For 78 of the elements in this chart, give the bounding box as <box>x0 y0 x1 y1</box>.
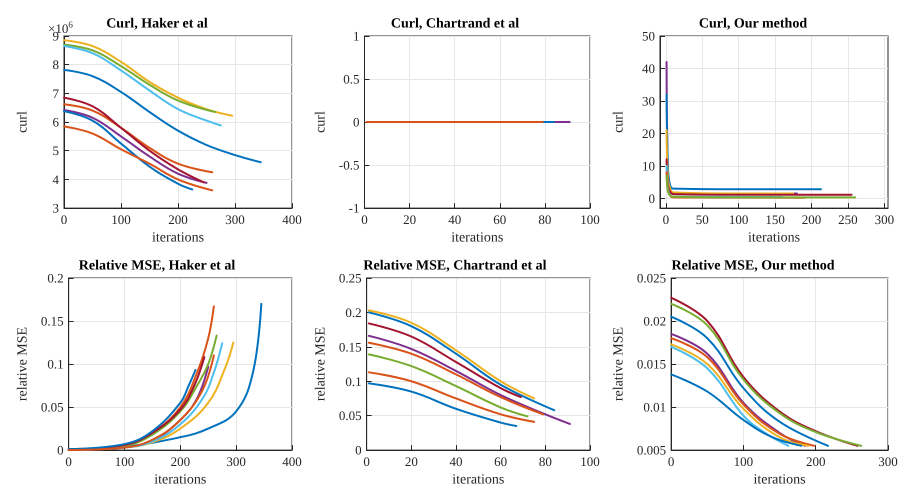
y-axis-title: relative MSE <box>16 326 30 402</box>
chart-title: Relative MSE, Our method <box>671 258 835 274</box>
y-tick-label: 0 <box>57 442 64 458</box>
x-tick-label: 50 <box>696 212 709 228</box>
y-tick-label: 0.01 <box>643 400 666 415</box>
y-tick-label: 4 <box>52 172 60 187</box>
y-tick-label: 0.015 <box>636 356 666 372</box>
x-axis-title: iterations <box>154 472 206 488</box>
x-tick-label: 300 <box>874 212 894 228</box>
y-tick-label: 1 <box>352 28 360 44</box>
x-axis-title: iterations <box>451 230 504 246</box>
chart-title: Curl, Chartrand et al <box>390 16 520 32</box>
x-tick-label: 100 <box>580 454 600 470</box>
x-tick-label: 40 <box>449 454 462 470</box>
y-tick-label: 0.025 <box>636 270 666 286</box>
x-tick-label: 200 <box>802 212 822 228</box>
y-axis-title: curl <box>16 111 30 133</box>
x-tick-label: 20 <box>404 454 418 470</box>
x-tick-label: 400 <box>282 454 302 470</box>
y-axis-title: curl <box>612 111 626 133</box>
x-tick-label: 100 <box>111 212 131 228</box>
y-tick-label: 0.2 <box>345 304 362 320</box>
chart-title: Relative MSE, Haker et al <box>78 258 236 274</box>
x-tick-label: 60 <box>493 212 506 228</box>
x-tick-label: 60 <box>494 454 508 470</box>
x-tick-label: 300 <box>225 212 245 228</box>
x-tick-label: 200 <box>806 454 826 470</box>
y-tick-label: 10 <box>642 158 655 174</box>
y-tick-label: 5 <box>52 143 59 158</box>
x-tick-label: 100 <box>728 212 748 228</box>
x-tick-label: 100 <box>734 454 754 470</box>
y-tick-label: 7 <box>52 86 60 101</box>
y-tick-label: 0.1 <box>345 374 362 389</box>
y-tick-label: 30 <box>642 93 655 108</box>
x-tick-label: 250 <box>838 212 858 228</box>
y-tick-label: 8 <box>52 57 59 72</box>
y-tick-label: 0.05 <box>338 408 362 424</box>
y-axis-title: relative MSE <box>314 326 328 402</box>
y-tick-label: 0 <box>352 114 360 130</box>
x-tick-label: 300 <box>878 454 898 470</box>
x-tick-label: 80 <box>538 212 552 228</box>
x-tick-label: 100 <box>580 212 600 228</box>
x-tick-label: 100 <box>114 454 134 470</box>
chart-title: Curl, Haker et al <box>106 16 208 32</box>
y-tick-label: 0.2 <box>47 270 64 286</box>
x-axis-title: iterations <box>754 472 806 488</box>
y-tick-label: 3 <box>52 200 59 216</box>
x-axis-title: iterations <box>152 230 204 246</box>
y-tick-label: 0 <box>355 442 362 458</box>
y-axis-title: curl <box>314 111 328 133</box>
y-tick-label: 0.1 <box>47 356 64 372</box>
y-axis-title: relative MSE <box>612 326 626 402</box>
y-tick-label: 40 <box>642 60 655 76</box>
y-tick-label: -0.5 <box>338 158 360 173</box>
chart-title: Relative MSE, Chartrand et al <box>363 258 547 274</box>
y-tick-label: 0 <box>648 190 655 206</box>
x-tick-label: 40 <box>448 212 462 228</box>
y-tick-label: 0.02 <box>643 314 666 329</box>
y-tick-label: 6 <box>52 114 60 130</box>
x-tick-label: 150 <box>765 212 785 228</box>
y-tick-label: 0.5 <box>343 72 360 87</box>
x-tick-label: 20 <box>403 212 416 228</box>
y-tick-label: 0.05 <box>40 400 64 415</box>
x-axis-title: iterations <box>452 472 504 488</box>
x-tick-label: 400 <box>282 212 302 228</box>
y-tick-label: 0.15 <box>40 314 64 329</box>
x-axis-title: iterations <box>748 230 800 246</box>
chart-title: Curl, Our method <box>698 16 808 32</box>
x-tick-label: 200 <box>170 454 190 470</box>
y-tick-label: -1 <box>348 200 360 216</box>
y-tick-label: 50 <box>642 28 655 44</box>
x-tick-label: 200 <box>168 212 188 228</box>
x-tick-label: 80 <box>538 454 552 470</box>
y-tick-label: 20 <box>642 126 655 141</box>
y-tick-label: 0.15 <box>338 339 362 354</box>
y-tick-label: 0.005 <box>636 442 666 458</box>
x-tick-label: 300 <box>226 454 246 470</box>
y-tick-label: 0.25 <box>338 270 362 286</box>
